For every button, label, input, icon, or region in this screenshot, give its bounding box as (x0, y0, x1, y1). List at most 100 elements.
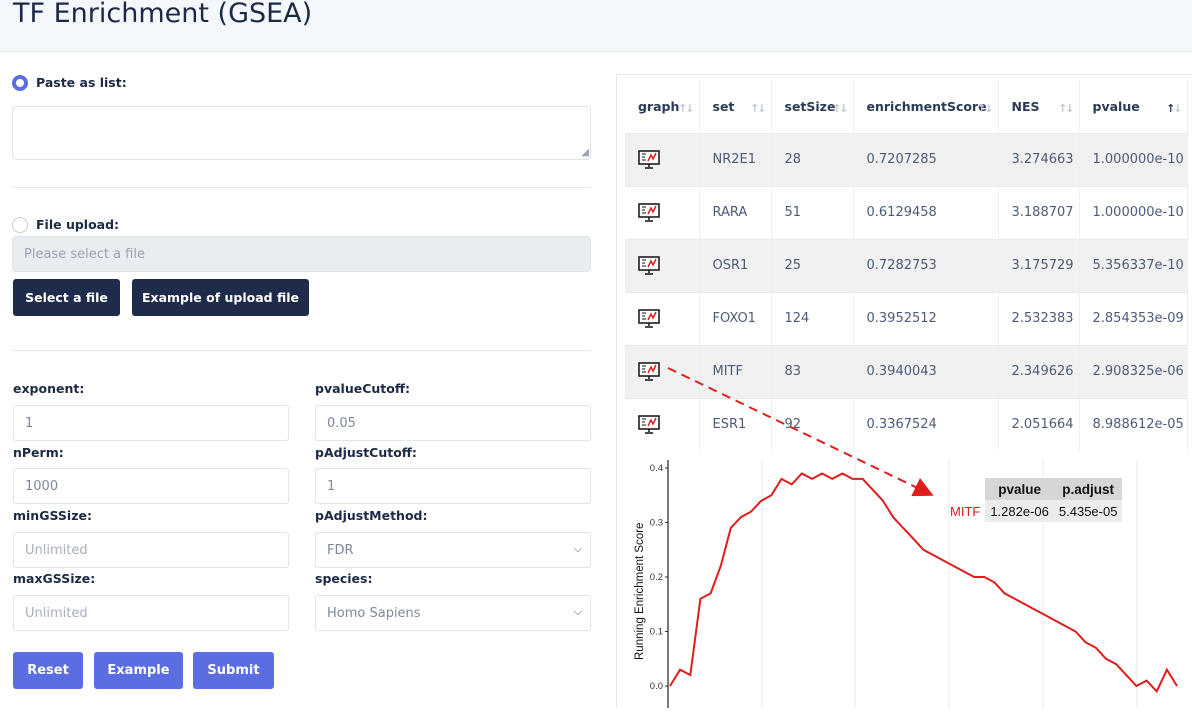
gsea-plot: 0.4 0.3 0.2 0.1 0.0 Running Enrichment Score (616, 450, 1192, 708)
species-select[interactable]: Homo Sapiens ⌵ (315, 595, 591, 631)
pvalue-cutoff-input[interactable]: 0.05 (315, 405, 591, 441)
mitf-stats-table: pvalue p.adjust MITF 1.282e-06 5.435e-05 (950, 478, 1123, 522)
y-tick-label: 0.0 (650, 681, 663, 692)
divider (12, 187, 591, 188)
example-button[interactable]: Example (94, 652, 183, 689)
y-axis-label: Running Enrichment Score (634, 523, 646, 660)
stat-header-padjust: p.adjust (1053, 478, 1123, 500)
graph-cell[interactable] (625, 238, 700, 292)
monitor-chart-icon[interactable] (638, 149, 699, 171)
sort-icon[interactable]: ↑↓ (832, 102, 849, 115)
enrichment-score-cell: 0.7207285 (853, 132, 999, 186)
set-cell: RARA (699, 185, 772, 239)
sort-icon[interactable]: ↑↓ (977, 102, 994, 115)
gsea-plot-svg: 0.4 0.3 0.2 0.1 0.0 Running Enrichment Score (634, 460, 1178, 708)
setsize-cell: 92 (771, 397, 854, 450)
monitor-chart-icon[interactable] (638, 308, 699, 330)
column-header-nes[interactable]: NES ↑↓ (998, 80, 1080, 133)
enrichment-score-cell: 0.7282753 (853, 238, 999, 292)
exponent-input[interactable]: 1 (13, 405, 289, 441)
setsize-cell: 25 (771, 238, 854, 292)
page-title: TF Enrichment (GSEA) (13, 0, 313, 29)
column-header-enrichmentscore[interactable]: enrichmentScore ↑↓ (853, 80, 999, 133)
pvalue-cell: 8.988612e-05 (1079, 397, 1188, 450)
pvalue-cell: 2.854353e-09 (1079, 291, 1188, 345)
file-path-field[interactable]: Please select a file (12, 236, 591, 272)
monitor-chart-icon[interactable] (638, 255, 699, 277)
nes-cell: 2.349626 (998, 344, 1080, 398)
sort-icon[interactable]: ↑↓ (1166, 102, 1183, 115)
results-table-container: graph ↑↓ set ↑↓ setSize ↑↓ enrichmentScore ↑… (616, 74, 1192, 450)
select-file-button[interactable]: Select a file (13, 279, 120, 316)
nperm-input[interactable]: 1000 (13, 468, 289, 504)
padjust-cutoff-label: pAdjustCutoff: (315, 445, 417, 460)
column-header-label: enrichmentScore (866, 98, 987, 114)
min-gs-size-input[interactable]: Unlimited (13, 532, 289, 568)
file-upload-radio[interactable] (12, 217, 28, 233)
enrichment-score-cell: 0.3952512 (853, 291, 999, 345)
set-cell: OSR1 (699, 238, 772, 292)
file-upload-label: File upload: (36, 217, 120, 232)
column-header-label: set (712, 98, 735, 114)
enrichment-score-cell: 0.3940043 (853, 344, 999, 398)
padjust-method-select[interactable]: FDR ⌵ (315, 532, 591, 568)
column-header-pvalue[interactable]: pvalue ↑↓ (1079, 80, 1188, 133)
graph-cell[interactable] (625, 397, 700, 450)
graph-cell[interactable] (625, 344, 700, 398)
table-row: NR2E1 28 0.7207285 3.274663 1.000000e-10 (625, 132, 1188, 186)
column-header-label: NES (1011, 98, 1040, 114)
stat-value-pvalue: 1.282e-06 (985, 500, 1054, 522)
table-row: RARA 51 0.6129458 3.188707 1.000000e-10 (625, 185, 1188, 239)
chevron-down-icon: ⌵ (573, 605, 582, 618)
graph-cell[interactable] (625, 291, 700, 345)
setsize-cell: 51 (771, 185, 854, 239)
set-cell: ESR1 (699, 397, 772, 450)
monitor-chart-icon[interactable] (638, 202, 699, 224)
chevron-down-icon: ⌵ (573, 542, 582, 555)
setsize-cell: 83 (771, 344, 854, 398)
submit-button[interactable]: Submit (193, 652, 274, 689)
exponent-label: exponent: (13, 381, 85, 396)
results-table: graph ↑↓ set ↑↓ setSize ↑↓ enrichmentScore ↑… (625, 80, 1188, 450)
sort-icon[interactable]: ↑↓ (1058, 102, 1075, 115)
monitor-chart-icon[interactable] (638, 414, 699, 436)
table-row: FOXO1 124 0.3952512 2.532383 2.854353e-09 (625, 291, 1188, 345)
paste-list-radio[interactable] (12, 75, 28, 91)
pvalue-cell: 5.356337e-10 (1079, 238, 1188, 292)
pvalue-cell: 1.000000e-10 (1079, 185, 1188, 239)
set-cell: FOXO1 (699, 291, 772, 345)
padjust-cutoff-input[interactable]: 1 (315, 468, 591, 504)
graph-cell[interactable] (625, 132, 700, 186)
column-header-graph[interactable]: graph ↑↓ (625, 80, 700, 133)
nes-cell: 2.532383 (998, 291, 1080, 345)
reset-button[interactable]: Reset (13, 652, 83, 689)
species-value: Homo Sapiens (327, 606, 421, 621)
column-header-setsize[interactable]: setSize ↑↓ (771, 80, 854, 133)
column-header-set[interactable]: set ↑↓ (699, 80, 772, 133)
nes-cell: 3.188707 (998, 185, 1080, 239)
table-row: ESR1 92 0.3367524 2.051664 8.988612e-05 (625, 397, 1188, 450)
nes-cell: 3.175729 (998, 238, 1080, 292)
max-gs-size-input[interactable]: Unlimited (13, 595, 289, 631)
sort-icon[interactable]: ↑↓ (678, 102, 695, 115)
table-header-row: graph ↑↓ set ↑↓ setSize ↑↓ enrichmentScore ↑… (625, 80, 1188, 133)
nes-cell: 2.051664 (998, 397, 1080, 450)
padjust-method-label: pAdjustMethod: (315, 508, 428, 523)
graph-cell[interactable] (625, 185, 700, 239)
paste-list-label: Paste as list: (36, 75, 127, 90)
paste-list-textarea[interactable]: ◢ (12, 106, 591, 160)
setsize-cell: 28 (771, 132, 854, 186)
enrichment-curve (669, 472, 1178, 694)
example-upload-button[interactable]: Example of upload file (132, 279, 309, 316)
y-tick-label: 0.4 (650, 463, 663, 474)
pvalue-cutoff-label: pvalueCutoff: (315, 381, 410, 396)
set-cell: NR2E1 (699, 132, 772, 186)
stat-set-name: MITF (950, 503, 981, 519)
monitor-chart-icon[interactable] (638, 361, 699, 383)
sort-icon[interactable]: ↑↓ (750, 102, 767, 115)
y-tick-label: 0.3 (650, 518, 663, 529)
stat-header-pvalue: pvalue (985, 478, 1054, 500)
nperm-label: nPerm: (13, 445, 64, 460)
max-gs-size-label: maxGSSize: (13, 571, 96, 586)
resize-grip-icon[interactable]: ◢ (581, 147, 589, 158)
